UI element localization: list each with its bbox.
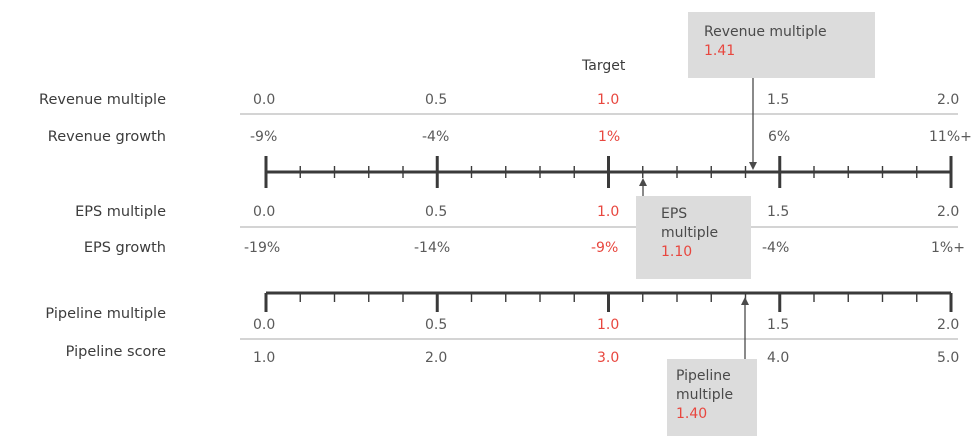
pipeline-multiple-value: 0.5: [425, 317, 448, 333]
eps-growth-value: -14%: [414, 240, 451, 256]
pipeline-score-value: 1.0: [253, 350, 276, 366]
eps-multiple-value: 0.5: [425, 204, 448, 220]
eps-multiple-target-value: 1.0: [597, 204, 620, 220]
row-label-pipeline-score: Pipeline score: [65, 344, 166, 360]
pipeline-pointer: [741, 297, 749, 359]
callout-name-line1: Pipeline: [676, 368, 731, 384]
callout-value: 1.40: [676, 406, 708, 422]
eps-multiple-value: 1.5: [767, 204, 790, 220]
revenue-growth-value: -9%: [250, 129, 278, 145]
callout-name: Revenue multiple: [704, 24, 827, 40]
eps-growth-target-value: -9%: [591, 240, 619, 256]
revenue-pointer: [749, 78, 757, 170]
pipeline-multiple-value: 1.5: [767, 317, 790, 333]
revenue-multiple-value: 1.5: [767, 92, 790, 108]
callout-name-line2: multiple: [676, 387, 734, 403]
revenue-pointer-arrow: [749, 162, 757, 170]
callout-value: 1.10: [661, 244, 693, 260]
row-label-eps-multiple: EPS multiple: [75, 204, 166, 220]
pipeline-multiple-target-value: 1.0: [597, 317, 620, 333]
eps-growth-value: -19%: [244, 240, 281, 256]
revenue-multiple-callout: Revenue multiple 1.41: [688, 12, 875, 78]
revenue-multiple-value: 0.0: [253, 92, 276, 108]
pipeline-score-value: 4.0: [767, 350, 790, 366]
row-label-eps-growth: EPS growth: [83, 240, 166, 256]
target-label: Target: [582, 58, 626, 74]
eps-multiple-value: 0.0: [253, 204, 276, 220]
eps-growth-value: 1%+: [931, 240, 965, 256]
pipeline-score-value: 5.0: [937, 350, 960, 366]
pipeline-multiple-value: 0.0: [253, 317, 276, 333]
pipeline-multiple-callout: Pipeline multiple 1.40: [667, 359, 757, 436]
eps-pointer: [639, 178, 647, 196]
revenue-growth-value: 6%: [768, 129, 791, 145]
row-label-revenue-multiple: Revenue multiple: [39, 92, 166, 108]
revenue-growth-value: 11%+: [929, 129, 972, 145]
revenue-multiple-value: 0.5: [425, 92, 448, 108]
pipeline-scale: [264, 291, 953, 312]
pipeline-multiple-value: 2.0: [937, 317, 960, 333]
revenue-multiple-target-value: 1.0: [597, 92, 620, 108]
pipeline-score-target-value: 3.0: [597, 350, 620, 366]
revenue-multiple-value: 2.0: [937, 92, 960, 108]
row-label-revenue-growth: Revenue growth: [47, 129, 166, 145]
eps-growth-value: -4%: [762, 240, 790, 256]
eps-pointer-arrow: [639, 178, 647, 186]
eps-multiple-callout: EPS multiple 1.10: [636, 196, 751, 279]
callout-name-line1: EPS: [661, 206, 688, 222]
revenue-eps-scale: [264, 156, 953, 188]
pipeline-pointer-arrow: [741, 297, 749, 305]
callout-name-line2: multiple: [661, 225, 719, 241]
revenue-growth-value: -4%: [422, 129, 450, 145]
row-label-pipeline-multiple: Pipeline multiple: [45, 306, 166, 322]
pipeline-score-value: 2.0: [425, 350, 448, 366]
revenue-growth-target-value: 1%: [598, 129, 621, 145]
eps-multiple-value: 2.0: [937, 204, 960, 220]
callout-value: 1.41: [704, 43, 736, 59]
